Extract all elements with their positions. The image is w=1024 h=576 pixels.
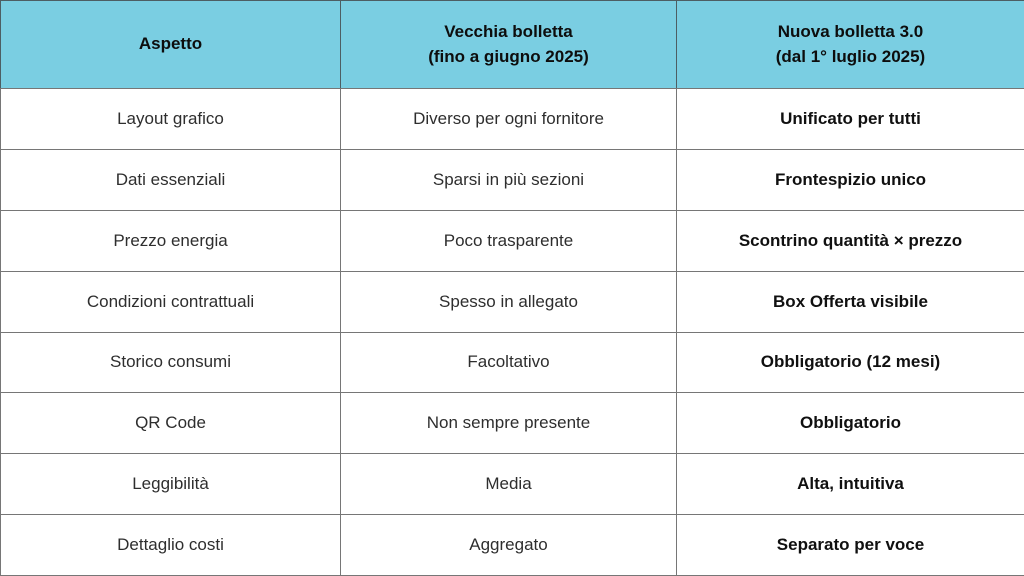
new-bill-cell: Separato per voce xyxy=(676,514,1024,576)
table-row: Dettaglio costi Aggregato Separato per v… xyxy=(0,514,1024,576)
aspect-cell: Layout grafico xyxy=(0,88,341,150)
table-row: Prezzo energia Poco trasparente Scontrin… xyxy=(0,209,1024,272)
aspect-cell: QR Code xyxy=(0,392,341,455)
header-label: Nuova bolletta 3.0 xyxy=(777,21,924,41)
new-bill-cell: Alta, intuitiva xyxy=(676,453,1024,516)
table-body: Layout grafico Diverso per ogni fornitor… xyxy=(0,88,1024,576)
aspect-cell: Prezzo energia xyxy=(0,209,341,272)
header-cell-aspetto: Aspetto xyxy=(0,0,341,89)
header-row: Aspetto Vecchia bolletta (fino a giugno … xyxy=(0,0,1024,89)
old-bill-cell: Poco trasparente xyxy=(340,209,677,272)
old-bill-cell: Media xyxy=(340,453,677,516)
table-row: QR Code Non sempre presente Obbligatorio xyxy=(0,392,1024,455)
old-bill-cell: Non sempre presente xyxy=(340,392,677,455)
aspect-cell: Dettaglio costi xyxy=(0,514,341,576)
new-bill-cell: Obbligatorio (12 mesi) xyxy=(676,331,1024,394)
header-label: Vecchia bolletta xyxy=(444,21,573,41)
table-row: Layout grafico Diverso per ogni fornitor… xyxy=(0,88,1024,150)
old-bill-cell: Aggregato xyxy=(340,514,677,576)
header-cell-vecchia-bolletta: Vecchia bolletta (fino a giugno 2025) xyxy=(340,0,677,89)
new-bill-cell: Frontespizio unico xyxy=(676,148,1024,211)
table-row: Condizioni contrattuali Spesso in allega… xyxy=(0,270,1024,333)
header-cell-nuova-bolletta: Nuova bolletta 3.0 (dal 1° luglio 2025) xyxy=(676,0,1024,89)
old-bill-cell: Diverso per ogni fornitore xyxy=(340,88,677,150)
table-row: Dati essenziali Sparsi in più sezioni Fr… xyxy=(0,148,1024,211)
old-bill-cell: Spesso in allegato xyxy=(340,270,677,333)
aspect-cell: Condizioni contrattuali xyxy=(0,270,341,333)
old-bill-cell: Sparsi in più sezioni xyxy=(340,148,677,211)
header-label: Aspetto xyxy=(138,34,203,54)
new-bill-cell: Unificato per tutti xyxy=(676,88,1024,150)
aspect-cell: Leggibilità xyxy=(0,453,341,516)
aspect-cell: Storico consumi xyxy=(0,331,341,394)
aspect-cell: Dati essenziali xyxy=(0,148,341,211)
new-bill-cell: Scontrino quantità × prezzo xyxy=(676,209,1024,272)
header-sublabel: (dal 1° luglio 2025) xyxy=(775,46,926,66)
table-row: Leggibilità Media Alta, intuitiva xyxy=(0,453,1024,516)
new-bill-cell: Box Offerta visibile xyxy=(676,270,1024,333)
table-header: Aspetto Vecchia bolletta (fino a giugno … xyxy=(0,0,1024,89)
new-bill-cell: Obbligatorio xyxy=(676,392,1024,455)
header-sublabel: (fino a giugno 2025) xyxy=(428,46,589,66)
table-row: Storico consumi Facoltativo Obbligatorio… xyxy=(0,331,1024,394)
old-bill-cell: Facoltativo xyxy=(340,331,677,394)
